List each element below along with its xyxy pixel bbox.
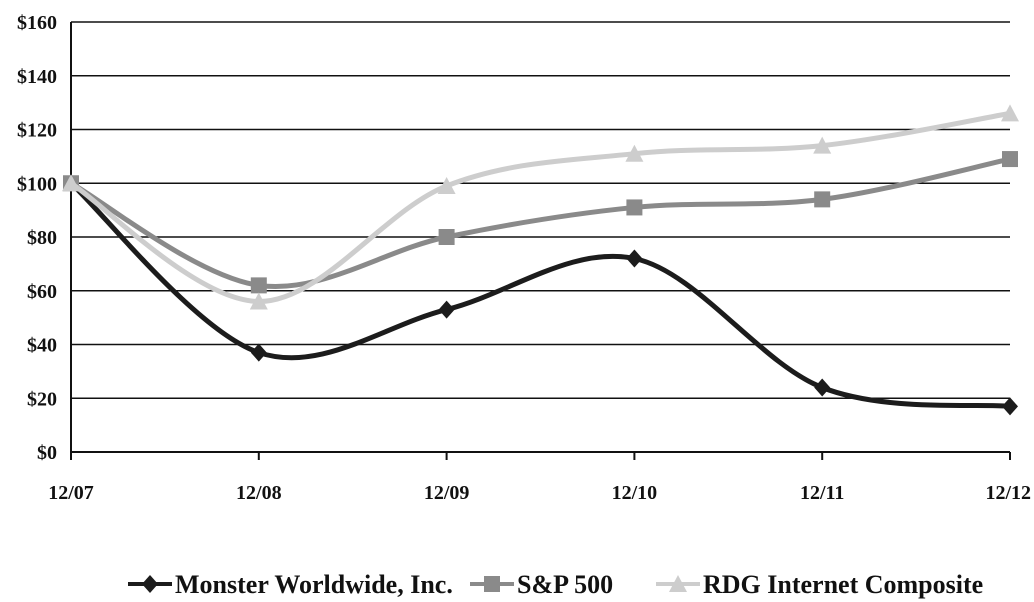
data-point-square-marker (438, 229, 455, 245)
x-tick-label: 12/12 (985, 482, 1031, 504)
square-icon (484, 576, 500, 592)
x-tick-label: 12/10 (612, 482, 658, 504)
legend-item: RDG Internet Composite (656, 570, 983, 599)
legend-item: S&P 500 (470, 570, 613, 599)
series-group (62, 104, 1019, 416)
x-tick-label: 12/08 (236, 482, 282, 504)
y-tick-label: $80 (27, 227, 57, 249)
legend-label: RDG Internet Composite (703, 570, 983, 599)
y-tick-label: $160 (17, 12, 57, 34)
legend-label: S&P 500 (517, 570, 613, 599)
data-point-triangle-marker (1001, 104, 1019, 122)
y-axis-tick-labels: $0 $20 $40 $60 $80 $100 $120 $140 $160 (17, 12, 57, 464)
x-axis-tick-labels: 12/07 12/08 12/09 12/10 12/11 12/12 (48, 482, 1031, 504)
data-point-triangle-marker (625, 144, 644, 162)
y-tick-label: $100 (17, 173, 57, 195)
y-tick-label: $60 (27, 281, 57, 303)
legend-label: Monster Worldwide, Inc. (175, 570, 453, 599)
series-3 (62, 104, 1019, 310)
data-point-diamond-marker (438, 300, 455, 319)
data-point-triangle-marker (249, 292, 268, 310)
gridlines (71, 21, 1010, 453)
triangle-icon (669, 575, 687, 592)
data-point-diamond-marker (1002, 397, 1018, 416)
legend: Monster Worldwide, Inc. S&P 500 RDG Intern… (128, 570, 983, 599)
data-point-diamond-marker (814, 378, 831, 397)
x-tick-label: 12/07 (48, 482, 94, 504)
y-tick-label: $0 (37, 442, 57, 464)
data-point-square-marker (814, 191, 831, 208)
diamond-icon (142, 575, 158, 593)
y-tick-label: $140 (17, 66, 57, 88)
y-tick-label: $120 (17, 120, 57, 142)
data-point-triangle-marker (62, 174, 80, 192)
data-point-diamond-marker (250, 343, 267, 362)
series-line (68, 180, 1013, 409)
data-point-square-marker (250, 277, 267, 294)
x-tick-label: 12/09 (424, 482, 470, 504)
series-1 (63, 174, 1018, 416)
axes (70, 22, 1011, 460)
legend-item: Monster Worldwide, Inc. (128, 570, 453, 599)
y-tick-label: $20 (27, 388, 57, 410)
series-2 (63, 151, 1018, 294)
data-point-triangle-marker (813, 136, 832, 154)
data-point-diamond-marker (626, 249, 643, 268)
y-tick-label: $40 (27, 335, 57, 357)
data-point-triangle-marker (437, 176, 456, 194)
data-point-square-marker (1002, 151, 1018, 168)
series-line (68, 156, 1013, 289)
x-tick-label: 12/11 (800, 482, 844, 504)
data-point-square-marker (626, 199, 643, 216)
series-line (68, 110, 1013, 305)
